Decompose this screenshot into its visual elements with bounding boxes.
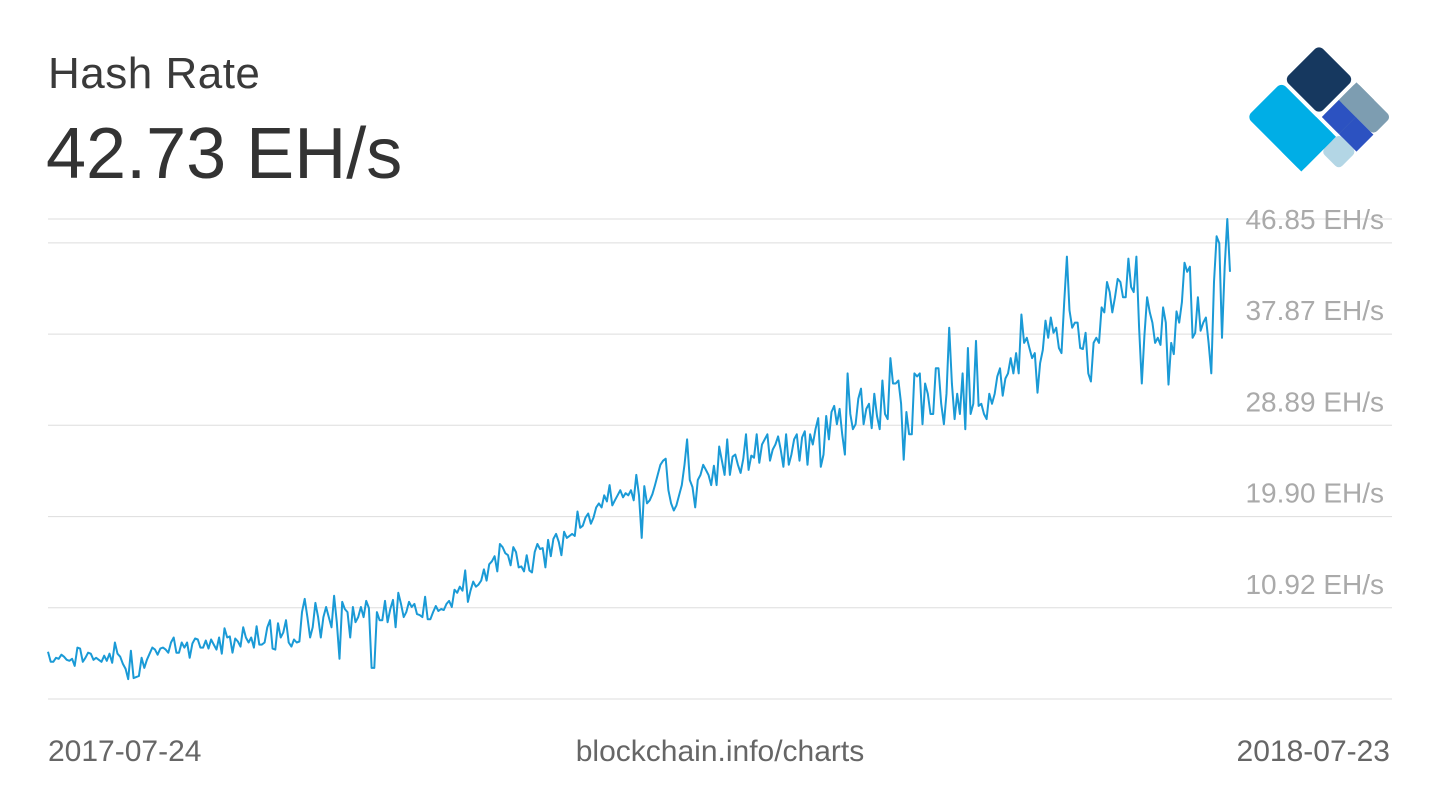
x-axis-start-date: 2017-07-24 xyxy=(48,735,202,768)
chart-title: Hash Rate xyxy=(48,49,261,98)
source-link[interactable]: blockchain.info/charts xyxy=(575,735,865,768)
logo-cyan-fill xyxy=(1281,117,1336,172)
y-tick-label: 37.87 EH/s xyxy=(1245,295,1384,326)
x-axis-end-date: 2018-07-23 xyxy=(1236,735,1390,768)
logo-top-left-square xyxy=(1286,47,1352,112)
logo-light-square xyxy=(1323,136,1355,168)
current-hash-rate-value: 42.73 EH/s xyxy=(46,114,403,194)
y-tick-label: 28.89 EH/s xyxy=(1245,386,1384,417)
hash-rate-series-line xyxy=(47,218,1231,681)
y-tick-label: 19.90 EH/s xyxy=(1245,478,1384,509)
y-tick-label: 46.85 EH/s xyxy=(1245,204,1384,235)
logo-grey-top-square xyxy=(1340,84,1390,133)
chart-grid xyxy=(48,218,1392,700)
logo-blue-right-square xyxy=(1338,117,1374,152)
y-tick-label: 10.92 EH/s xyxy=(1245,569,1384,600)
blockchain-diamond-logo-icon xyxy=(1249,47,1390,172)
y-axis-tick-labels: 10.92 EH/s 19.90 EH/s 28.89 EH/s 37.87 EH/s… xyxy=(1245,204,1384,600)
